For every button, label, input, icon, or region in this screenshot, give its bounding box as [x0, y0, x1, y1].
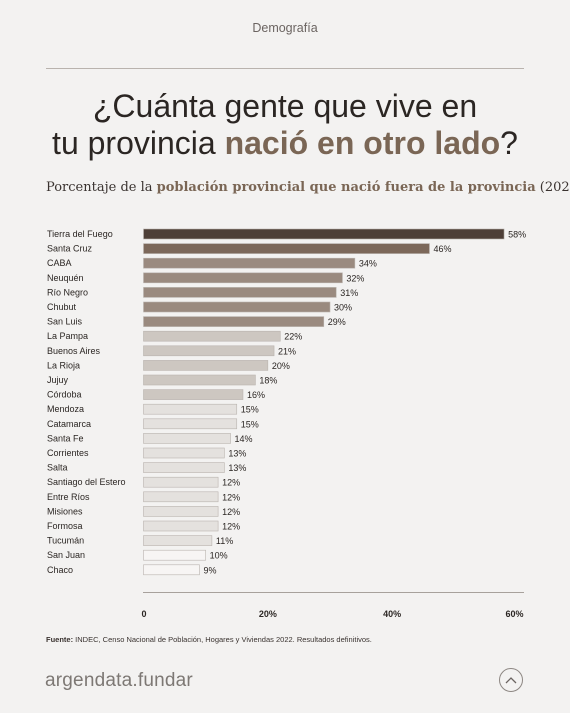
value-label: 12%	[222, 478, 240, 488]
category-label: Formosa	[47, 521, 83, 531]
value-label: 10%	[210, 551, 228, 561]
bar	[143, 403, 238, 415]
value-label: 15%	[241, 419, 259, 429]
title-line-2-post: ?	[500, 125, 518, 161]
bar	[143, 374, 256, 386]
bar	[143, 549, 206, 561]
brand-logo[interactable]: argendata.fundar	[45, 670, 193, 691]
category-label: San Juan	[47, 550, 85, 560]
bar	[143, 330, 281, 342]
category-label: Mendoza	[47, 404, 84, 414]
value-label: 16%	[247, 390, 265, 400]
category-label: Salta	[47, 463, 68, 473]
category-label: Santa Fe	[47, 433, 84, 443]
category-label: San Luis	[47, 317, 83, 327]
title-line-1: ¿Cuánta gente que vive en	[92, 88, 478, 124]
title-accent: nació en otro lado	[224, 125, 501, 161]
value-label: 13%	[228, 449, 246, 459]
bar	[143, 243, 430, 254]
x-tick-label: 60%	[505, 609, 523, 619]
x-tick-label: 40%	[383, 609, 401, 619]
title-line-2-pre: tu provincia	[52, 125, 225, 161]
value-label: 29%	[328, 317, 346, 327]
value-label: 12%	[222, 492, 240, 502]
section-label: Demografía	[252, 21, 318, 35]
chart-title: ¿Cuánta gente que vive en tu provincia n…	[0, 88, 570, 162]
x-axis-line	[143, 592, 524, 593]
bar	[143, 301, 331, 313]
value-label: 34%	[359, 259, 377, 269]
scroll-to-top-button[interactable]	[499, 668, 523, 692]
value-label: 18%	[259, 376, 277, 386]
category-label: Tierra del Fuego	[47, 229, 113, 239]
category-label: Chaco	[47, 565, 73, 575]
category-label: Catamarca	[47, 419, 91, 429]
category-label: Buenos Aires	[47, 346, 101, 356]
category-label: Neuquén	[47, 273, 84, 283]
value-label: 12%	[222, 507, 240, 517]
chevron-up-icon	[505, 676, 517, 684]
bar	[143, 316, 325, 327]
value-label: 30%	[334, 303, 352, 313]
bar	[143, 564, 200, 576]
bar	[143, 506, 219, 517]
bar	[143, 360, 269, 371]
category-label: Corrientes	[47, 448, 89, 458]
category-label: Córdoba	[47, 390, 82, 400]
x-tick-label: 0	[142, 609, 147, 619]
bar	[143, 462, 225, 473]
bar	[143, 228, 505, 240]
source-label: Fuente:	[46, 635, 74, 644]
bar	[143, 257, 356, 269]
bar	[143, 491, 219, 503]
category-label: Río Negro	[47, 287, 88, 297]
bar	[143, 389, 244, 400]
category-label: Misiones	[47, 506, 83, 516]
bar	[143, 535, 213, 546]
source-text: INDEC, Censo Nacional de Población, Hoga…	[73, 635, 372, 644]
value-label: 12%	[222, 522, 240, 532]
subtitle-strong: población provincial que nació fuera de …	[156, 180, 536, 195]
title-line-2: tu provincia nació en otro lado?	[0, 125, 570, 162]
category-label: La Rioja	[47, 360, 80, 370]
category-label: CABA	[47, 258, 72, 268]
bar	[143, 520, 219, 532]
chart-subtitle: Porcentaje de la población provincial qu…	[46, 180, 570, 195]
bar	[143, 272, 343, 284]
header-divider	[46, 68, 524, 69]
category-label: Entre Ríos	[47, 492, 90, 502]
value-label: 11%	[216, 536, 233, 546]
value-label: 20%	[272, 361, 290, 371]
value-label: 15%	[241, 405, 259, 415]
bar	[143, 345, 275, 357]
value-label: 31%	[340, 288, 358, 298]
bar	[143, 447, 225, 459]
value-label: 13%	[228, 463, 246, 473]
value-label: 32%	[346, 273, 364, 283]
category-label: Chubut	[47, 302, 77, 312]
value-label: 22%	[284, 332, 302, 342]
source-note: Fuente: INDEC, Censo Nacional de Poblaci…	[46, 635, 526, 644]
value-label: 46%	[433, 244, 451, 254]
x-tick-label: 20%	[259, 609, 277, 619]
category-label: Tucumán	[47, 536, 84, 546]
bar	[143, 418, 238, 430]
category-label: Santa Cruz	[47, 244, 93, 254]
value-label: 14%	[235, 434, 253, 444]
category-label: Santiago del Estero	[47, 477, 126, 487]
bar	[143, 433, 231, 444]
bar	[143, 287, 337, 298]
subtitle-pre: Porcentaje de la	[46, 180, 157, 195]
value-label: 21%	[278, 346, 296, 356]
bar	[143, 476, 219, 488]
value-label: 9%	[203, 565, 216, 575]
value-label: 58%	[508, 230, 526, 240]
subtitle-post: (2022)	[539, 180, 570, 195]
category-label: La Pampa	[47, 331, 88, 341]
category-label: Jujuy	[47, 375, 69, 385]
